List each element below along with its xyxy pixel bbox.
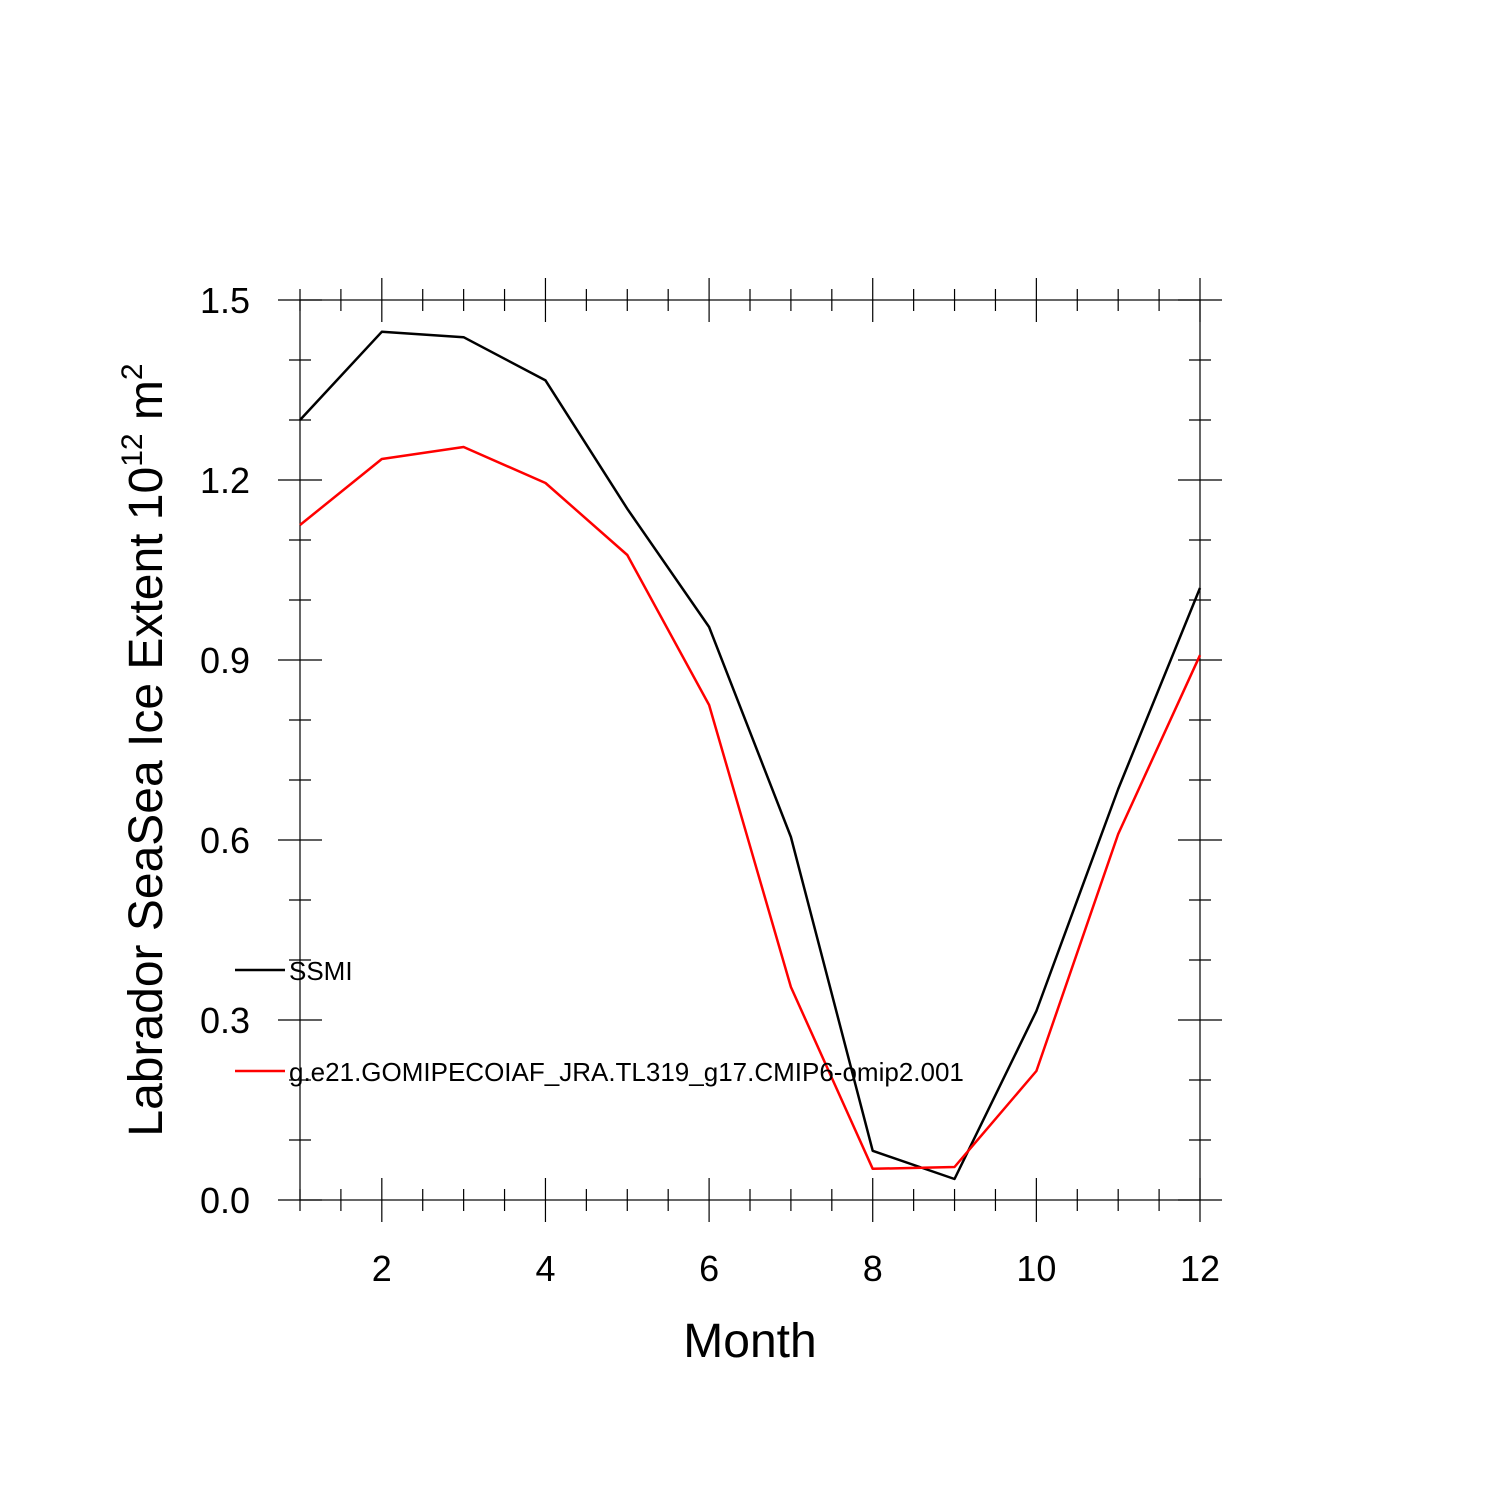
y-tick-label: 0.0 [200, 1180, 250, 1221]
y-tick-label: 1.2 [200, 460, 250, 501]
y-axis-title-unit-exponent: 2 [116, 363, 149, 380]
y-tick-label: 0.9 [200, 640, 250, 681]
y-tick-label: 0.6 [200, 820, 250, 861]
y-tick-label: 0.3 [200, 1000, 250, 1041]
plot-frame [299, 299, 1201, 1201]
y-axis-title: Labrador SeaSea Ice Extent 1012 m2 [116, 363, 173, 1136]
x-tick-labels: 2 4 6 8 10 12 [372, 1248, 1220, 1289]
y-axis-title-exponent: 12 [116, 433, 149, 466]
legend: SSMI g.e21.GOMIPECOIAF_JRA.TL319_g17.CMIP… [235, 956, 964, 1087]
legend-label: g.e21.GOMIPECOIAF_JRA.TL319_g17.CMIP6-om… [289, 1057, 964, 1087]
legend-label: SSMI [289, 956, 353, 986]
y-tick-label: 1.5 [200, 280, 250, 321]
y-axis-title-unit: m [120, 380, 173, 433]
y-tick-labels: 0.0 0.3 0.6 0.9 1.2 1.5 [200, 280, 250, 1221]
x-tick-label: 6 [699, 1248, 719, 1289]
x-tick-label: 10 [1016, 1248, 1056, 1289]
series-lines [299, 330, 1202, 1181]
x-tick-label: 12 [1180, 1248, 1220, 1289]
x-tick-label: 2 [372, 1248, 392, 1289]
y-axis-title-main: Labrador SeaSea Ice Extent 10 [120, 467, 173, 1137]
series-line-2 [299, 445, 1202, 1171]
x-tick-label: 4 [535, 1248, 555, 1289]
series-line-1 [299, 330, 1202, 1181]
x-tick-label: 8 [863, 1248, 883, 1289]
x-axis-title: Month [683, 1315, 816, 1368]
